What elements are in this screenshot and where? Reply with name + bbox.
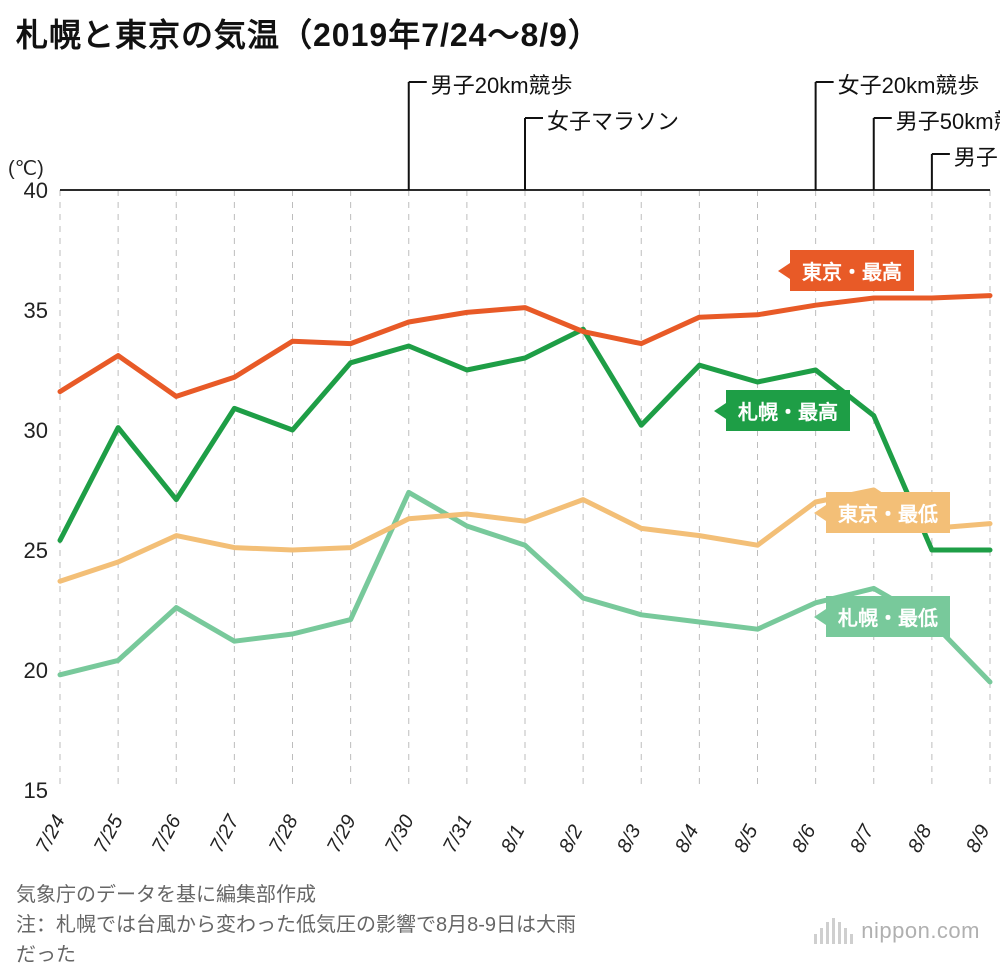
caption-note-1: 注：札幌では台風から変わった低気圧の影響で8月8-9日は大雨 [16, 910, 576, 940]
y-tick-label: 35 [8, 298, 48, 324]
y-tick-label: 15 [8, 778, 48, 804]
y-tick-label: 25 [8, 538, 48, 564]
series-label: 東京・最低 [826, 492, 950, 533]
series-label: 札幌・最低 [826, 596, 950, 637]
series-label: 札幌・最高 [726, 390, 850, 431]
logo-bars-icon [814, 918, 853, 944]
caption-note-2: だった [16, 940, 76, 966]
nippon-logo: nippon.com [814, 918, 980, 944]
event-label: 男子マラソン [954, 140, 1000, 172]
event-label: 女子マラソン [547, 104, 679, 136]
event-label: 男子50km競歩 [896, 104, 1000, 136]
y-tick-label: 30 [8, 418, 48, 444]
event-label: 女子20km競歩 [838, 68, 980, 100]
y-tick-label: 20 [8, 658, 48, 684]
line-chart [0, 0, 1000, 966]
series-label: 東京・最高 [790, 250, 914, 291]
caption-source: 気象庁のデータを基に編集部作成 [16, 880, 316, 910]
event-label: 男子20km競歩 [431, 68, 573, 100]
logo-text: nippon.com [861, 918, 980, 944]
y-tick-label: 40 [8, 178, 48, 204]
